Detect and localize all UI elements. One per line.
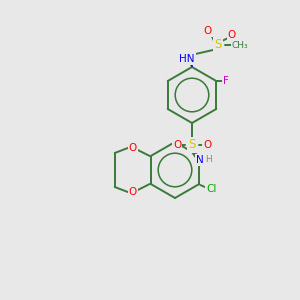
Text: S: S <box>188 139 196 152</box>
Text: O: O <box>129 187 137 197</box>
Text: N: N <box>196 155 204 165</box>
Text: O: O <box>173 140 181 150</box>
Text: CH₃: CH₃ <box>232 40 248 50</box>
Text: O: O <box>204 26 212 36</box>
Text: HN: HN <box>179 54 195 64</box>
Text: F: F <box>223 76 229 86</box>
Text: O: O <box>228 30 236 40</box>
Text: Cl: Cl <box>206 184 216 194</box>
Text: H: H <box>206 155 212 164</box>
Text: O: O <box>203 140 211 150</box>
Text: O: O <box>129 143 137 153</box>
Text: S: S <box>214 38 222 52</box>
